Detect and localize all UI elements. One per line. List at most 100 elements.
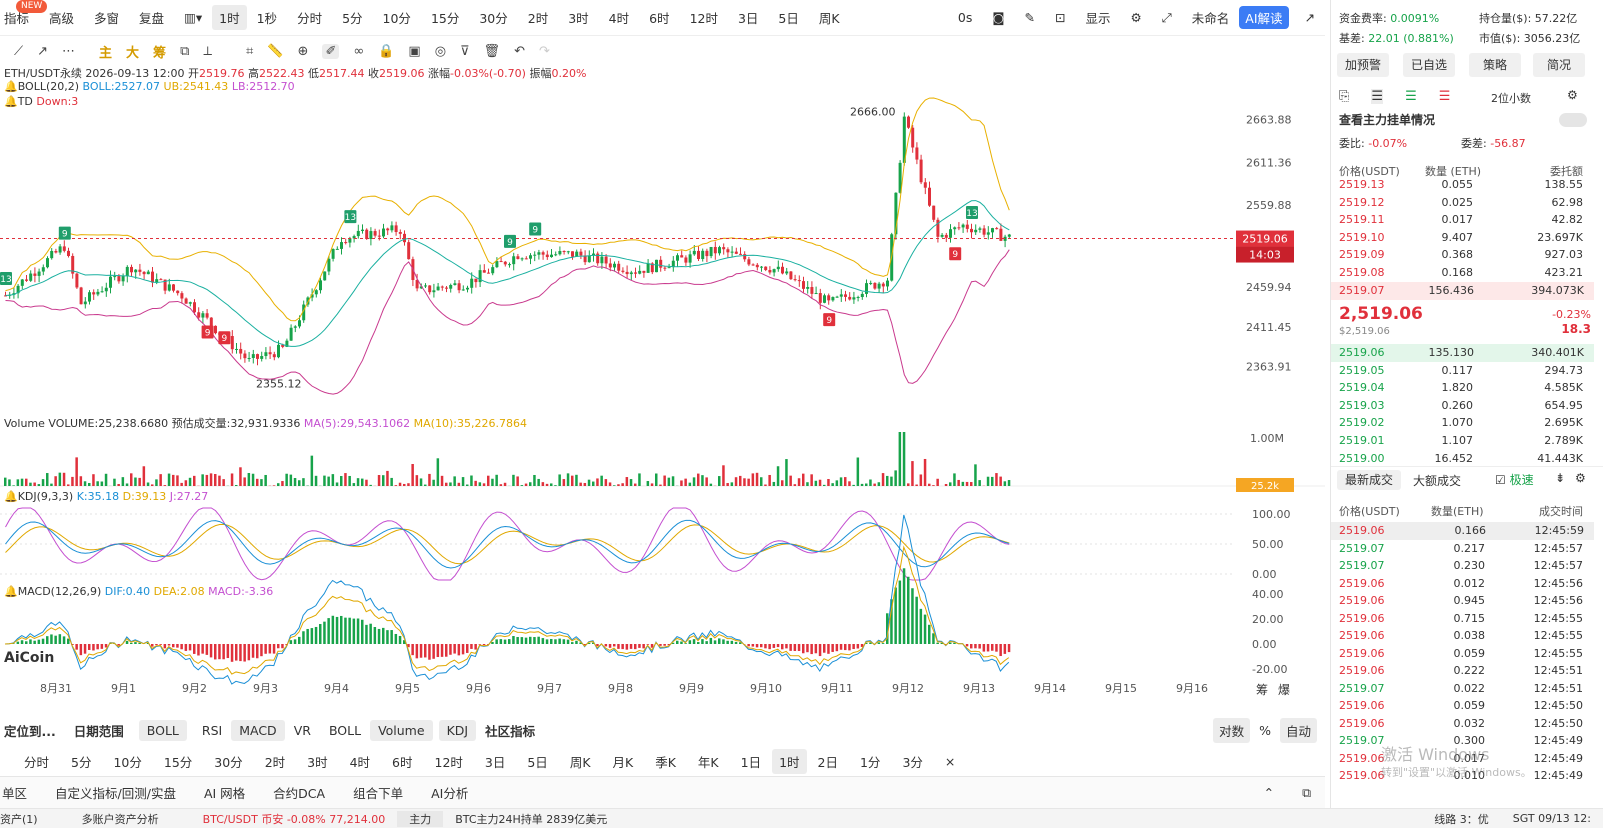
book-settings-icon[interactable]: ⚙ <box>1567 88 1578 102</box>
refresh-seconds[interactable]: 0s <box>957 10 973 25</box>
timeframe-item[interactable]: 分时 <box>24 754 50 770</box>
link-icon[interactable]: ∞ <box>353 43 365 59</box>
book-row[interactable]: 2519.05 0.117 294.73 <box>1339 363 1583 377</box>
timeframe-item[interactable]: 6时 <box>392 754 413 770</box>
collapse-icon[interactable]: ⌃ <box>1263 785 1275 800</box>
line-tool-icon[interactable]: ⟋ <box>14 43 24 59</box>
locate-button[interactable]: 定位到... <box>4 723 56 739</box>
log-scale-button[interactable]: 对数 <box>1213 717 1251 743</box>
interval-2h[interactable]: 2时 <box>527 11 549 26</box>
tab-ai-grid[interactable]: AI 网格 <box>203 786 246 801</box>
timeframe-item[interactable]: 15分 <box>163 754 193 770</box>
crop-icon[interactable]: ⌗ <box>246 43 254 59</box>
main-orders-toggle[interactable] <box>1559 113 1587 127</box>
rsi-button[interactable]: RSI <box>201 722 223 738</box>
template-select[interactable]: 未命名 <box>1191 11 1230 26</box>
timeframe-item[interactable]: 1日 <box>740 754 762 770</box>
book-row[interactable]: 2519.06 135.130 340.401K <box>1331 344 1594 362</box>
large-order-button[interactable]: 大 <box>126 45 140 61</box>
book-row[interactable]: 2519.02 1.070 2.695K <box>1339 416 1583 430</box>
share-icon[interactable]: ↗ <box>1304 10 1315 25</box>
status-main-force[interactable]: 主力 <box>397 810 444 827</box>
timeframe-item[interactable]: 2日 <box>817 754 838 770</box>
boll-sub-button[interactable]: BOLL <box>328 722 362 738</box>
magnet-icon[interactable]: ✐ <box>322 43 340 59</box>
tab-ai-analysis[interactable]: AI分析 <box>431 786 469 801</box>
timeframe-item[interactable]: 5分 <box>71 754 92 770</box>
pen-icon[interactable]: ✎ <box>1024 10 1036 25</box>
auto-scale-button[interactable]: 自动 <box>1279 717 1317 743</box>
undo-icon[interactable]: ↶ <box>514 43 525 59</box>
book-row[interactable]: 2519.09 0.368 927.03 <box>1339 248 1583 262</box>
book-row[interactable]: 2519.00 16.452 41.443K <box>1339 451 1583 465</box>
redo-icon[interactable]: ↷ <box>538 43 550 59</box>
interval-1h[interactable]: 1时 <box>212 5 247 30</box>
timeframe-item[interactable]: 1时 <box>772 748 807 774</box>
liq-corner[interactable]: 爆 <box>1278 683 1291 697</box>
interval-1s[interactable]: 1秒 <box>256 11 278 26</box>
percent-scale-button[interactable]: % <box>1259 722 1271 738</box>
timeframe-item[interactable]: 1分 <box>859 754 881 770</box>
lock-icon[interactable]: 🔒 <box>378 43 395 59</box>
delete-icon[interactable]: 🗑 <box>483 43 501 59</box>
filter-icon[interactable]: ⊽ <box>460 43 470 59</box>
boll-main-button[interactable]: BOLL <box>138 719 187 741</box>
overview-button[interactable]: 简况 <box>1533 53 1585 77</box>
timeframe-item[interactable]: 4时 <box>349 754 371 770</box>
status-btc-position[interactable]: BTC主力24H持单 2839亿美元 <box>455 812 608 826</box>
main-force-button[interactable]: 主 <box>99 45 113 61</box>
timeframe-item[interactable]: 30分 <box>214 754 243 770</box>
book-row[interactable]: 2519.11 0.017 42.82 <box>1339 213 1583 227</box>
tab-latest-trades[interactable]: 最新成交 <box>1337 470 1401 490</box>
tab-custom-indicator[interactable]: 自定义指标/回测/实盘 <box>55 786 176 801</box>
display-button[interactable]: 显示 <box>1085 11 1111 26</box>
eye-icon[interactable]: ◎ <box>434 43 447 59</box>
timeframe-item[interactable]: 10分 <box>113 754 142 770</box>
tab-large-trades[interactable]: 大额成交 <box>1413 474 1462 488</box>
trade-settings-icon[interactable]: ⚙ <box>1575 471 1586 485</box>
filter-icon[interactable]: ⇟ <box>1555 471 1566 485</box>
book-row[interactable]: 2519.01 1.107 2.789K <box>1339 434 1583 447</box>
book-row[interactable]: 2519.08 0.168 423.21 <box>1339 266 1583 279</box>
tab-dca[interactable]: 合约DCA <box>273 786 326 801</box>
interval-3d[interactable]: 3日 <box>737 11 759 26</box>
chip-button[interactable]: 筹 <box>153 45 167 61</box>
interval-30m[interactable]: 30分 <box>479 11 508 26</box>
strategy-button[interactable]: 策略 <box>1469 53 1521 77</box>
book-row[interactable]: 2519.10 9.407 23.697K <box>1339 230 1583 244</box>
interval-12h[interactable]: 12时 <box>689 11 718 26</box>
status-multi-account[interactable]: 多账户资产分析 <box>81 812 159 826</box>
timeframe-item[interactable]: 季K <box>655 754 676 770</box>
timeframe-item[interactable]: 3时 <box>307 754 328 770</box>
timeframe-item[interactable]: 年K <box>697 754 719 770</box>
community-indicator-button[interactable]: 社区指标 <box>485 723 536 739</box>
book-both-icon[interactable]: ⎘ <box>1339 89 1350 104</box>
chart-area[interactable]: ETH/USDT永续 2026-09-13 12:00 开2519.76 高25… <box>0 66 1325 714</box>
status-btc-ticker[interactable]: BTC/USDT 币安 -0.08% 77,214.00 <box>202 812 386 826</box>
book-row[interactable]: 2519.03 0.260 654.95 <box>1339 398 1583 412</box>
interval-week[interactable]: 周K <box>818 11 840 26</box>
hide-icon[interactable]: ▣ <box>408 43 421 59</box>
multi-window-button[interactable]: 多窗 <box>94 11 120 26</box>
tab-order[interactable]: 单区 <box>2 786 28 801</box>
copy-icon[interactable]: ⧉ <box>180 43 190 59</box>
book-ask-icon[interactable]: ☰ <box>1438 89 1451 104</box>
ai-interpret-button[interactable]: AI解读 <box>1239 6 1289 29</box>
fullscreen-icon[interactable]: ⤢ <box>1161 9 1172 25</box>
alert-button[interactable]: 加预警 <box>1337 53 1389 77</box>
volume-button[interactable]: Volume <box>370 719 433 741</box>
interval-ts[interactable]: 分时 <box>297 11 323 26</box>
decimals-select[interactable]: 2位小数 <box>1491 92 1531 105</box>
status-assets[interactable]: 资产(1) <box>0 812 38 826</box>
interval-4h[interactable]: 4时 <box>608 11 630 26</box>
settings-icon[interactable]: ⚙ <box>1130 10 1142 25</box>
replay-button[interactable]: 复盘 <box>139 11 165 26</box>
tab-combo-order[interactable]: 组合下单 <box>353 786 404 801</box>
date-range-select[interactable]: 日期范围 <box>73 723 124 739</box>
layout-icon[interactable]: ⊡ <box>1055 10 1066 25</box>
timeframe-item[interactable]: 12时 <box>434 754 463 770</box>
interval-10m[interactable]: 10分 <box>382 11 411 26</box>
book-row[interactable]: 2519.12 0.025 62.98 <box>1339 195 1583 209</box>
interval-15m[interactable]: 15分 <box>430 11 460 26</box>
interval-3h[interactable]: 3时 <box>568 11 589 26</box>
